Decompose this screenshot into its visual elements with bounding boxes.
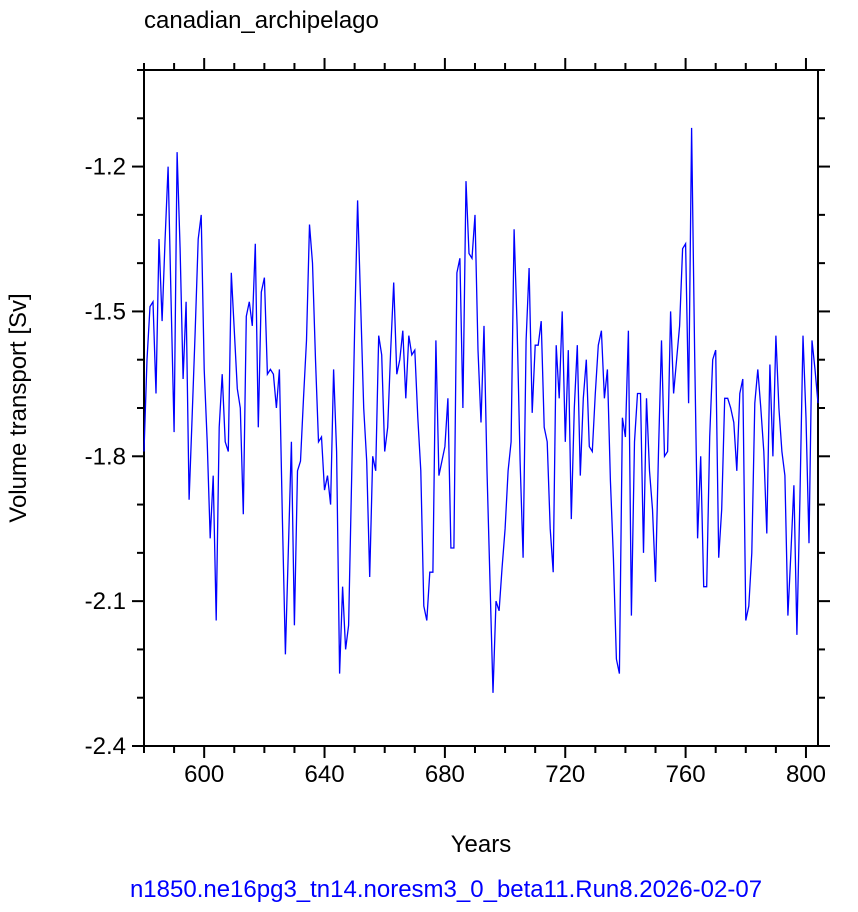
- y-tick-label: -2.4: [85, 733, 126, 760]
- y-axis-label: Volume transport [Sv]: [5, 293, 32, 522]
- x-tick-label: 640: [305, 761, 345, 788]
- y-tick-label: -2.1: [85, 588, 126, 615]
- x-tick-label: 680: [425, 761, 465, 788]
- y-tick-label: -1.8: [85, 443, 126, 470]
- plot-frame: [143, 69, 819, 747]
- x-tick-label: 760: [666, 761, 706, 788]
- y-tick-label: -1.5: [85, 298, 126, 325]
- x-tick-label: 800: [786, 761, 826, 788]
- x-tick-label: 600: [184, 761, 224, 788]
- y-tick-label: -1.2: [85, 154, 126, 181]
- data-line: [143, 127, 819, 693]
- x-axis-label: Years: [451, 831, 512, 858]
- axes: [132, 58, 830, 758]
- chart-title: canadian_archipelago: [144, 7, 379, 34]
- x-tick-label: 720: [545, 761, 585, 788]
- footer: n1850.ne16pg3_tn14.noresm3_0_beta11.Run8…: [130, 876, 762, 903]
